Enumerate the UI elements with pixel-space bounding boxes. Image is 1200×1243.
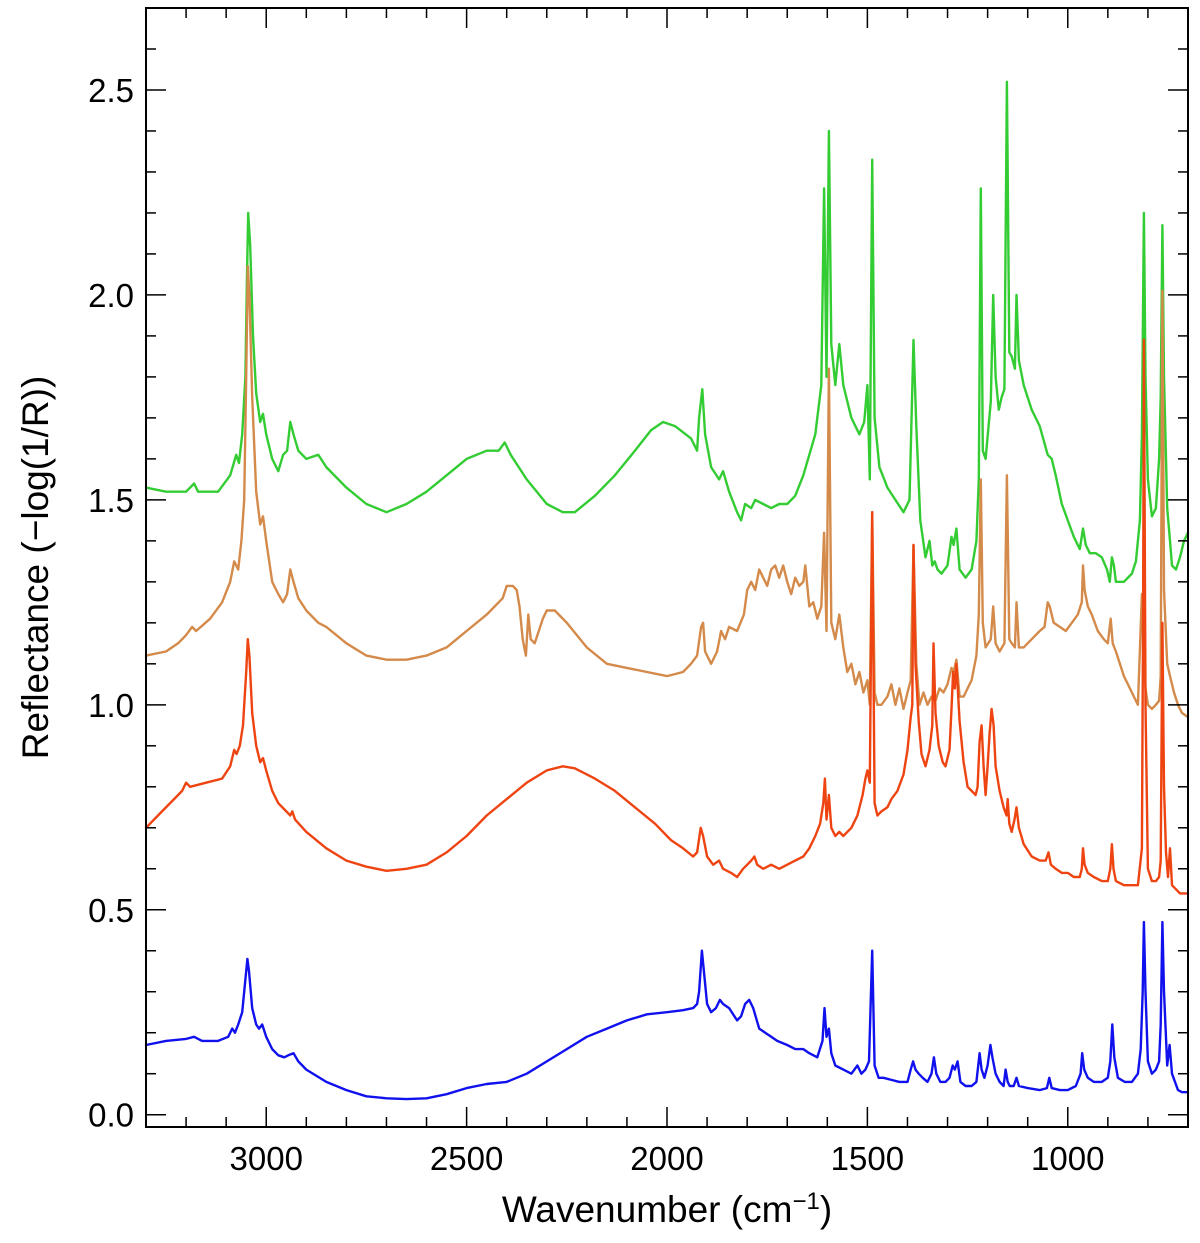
x-axis-title-superscript: −1: [792, 1188, 819, 1215]
x-tick-label: 3000: [230, 1140, 303, 1177]
ticks-group: [145, 7, 1189, 1127]
y-axis-title: Reflectance (−log(1/R)): [15, 376, 56, 760]
plot-frame: [145, 7, 1189, 1128]
tick-labels-group: 3000 2500 2000 1500 1000 0.0 0.5 1.0 1.5 2.0 2.5: [88, 72, 1104, 1177]
series-line-2: [144, 265, 1190, 719]
series-line-3: [144, 338, 1190, 895]
y-tick-label: 2.0: [88, 277, 134, 314]
y-tick-label: 0.5: [88, 892, 134, 929]
x-axis-title-main: Wavenumber (cm: [502, 1189, 793, 1230]
y-tick-label: 1.0: [88, 687, 134, 724]
x-tick-label: 2000: [630, 1140, 703, 1177]
series-line-4: [144, 920, 1190, 1101]
x-tick-label: 1000: [1031, 1140, 1104, 1177]
series-group: [144, 80, 1190, 1101]
y-tick-label: 0.0: [88, 1097, 134, 1134]
y-tick-label: 2.5: [88, 72, 134, 109]
series-line-1: [144, 80, 1190, 583]
x-axis-title: Wavenumber (cm−1): [502, 1188, 832, 1231]
y-tick-label: 1.5: [88, 482, 134, 519]
x-tick-label: 2500: [430, 1140, 503, 1177]
x-axis-title-close: ): [820, 1189, 832, 1230]
x-tick-label: 1500: [831, 1140, 904, 1177]
